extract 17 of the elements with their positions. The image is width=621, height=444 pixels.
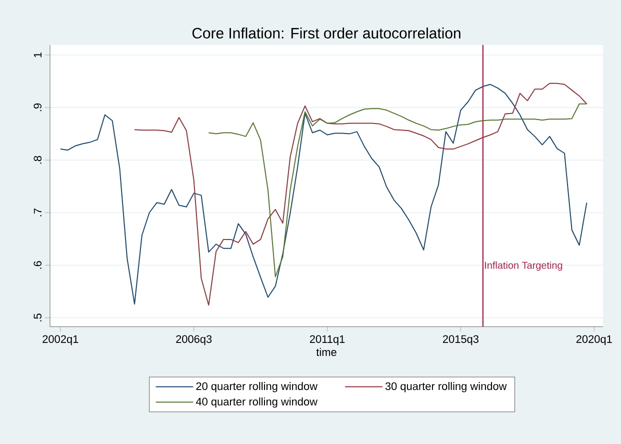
chart-title: Core Inflation: First order autocorrelation <box>192 28 460 38</box>
x-tick-label: 2002q1 <box>42 335 78 346</box>
y-tick-label: .5 <box>34 314 42 322</box>
y-tick-label: .7 <box>34 208 42 216</box>
y-tick-label: 1 <box>34 52 42 58</box>
x-tick-label: 2006q3 <box>176 335 212 346</box>
y-tick-label: .8 <box>34 156 42 164</box>
y-tick-label: .6 <box>34 261 42 269</box>
x-axis-title: time <box>316 348 336 356</box>
x-tick-label: 2015q3 <box>442 335 478 346</box>
x-tick-label: 2020q1 <box>576 335 612 346</box>
ref-line-label: Inflation Targeting <box>485 261 562 271</box>
y-tick-label: .9 <box>34 103 42 112</box>
legend-label: 40 quarter rolling window <box>196 397 318 408</box>
legend-label: 20 quarter rolling window <box>196 382 318 392</box>
legend-label: 30 quarter rolling window <box>385 382 507 392</box>
x-tick-label: 2011q1 <box>310 335 345 346</box>
